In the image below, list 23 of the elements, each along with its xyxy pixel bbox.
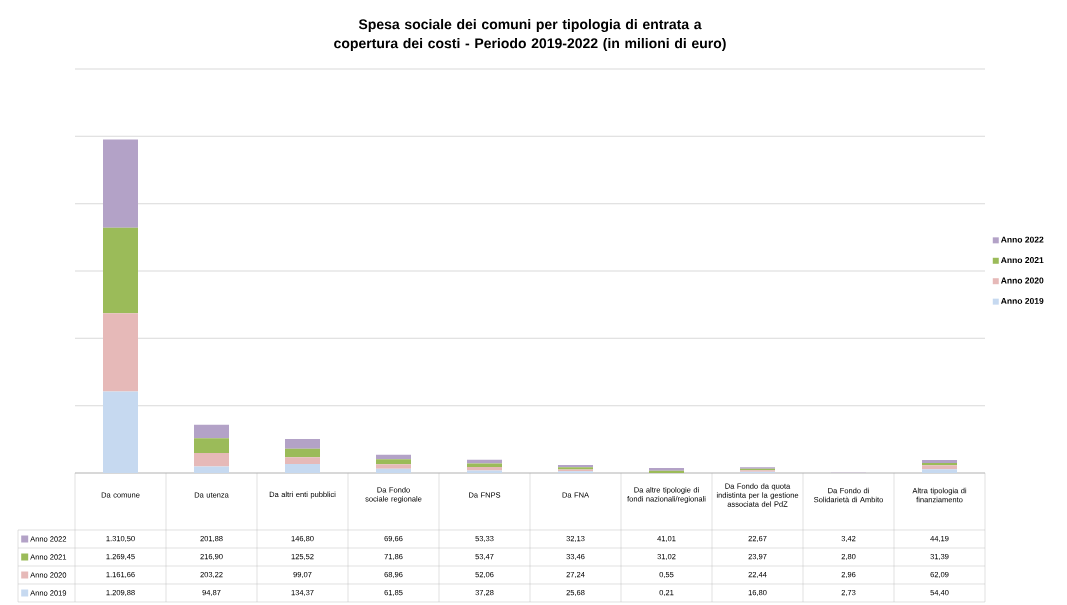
bar	[467, 463, 503, 467]
legend-label: Anno 2021	[1000, 257, 1044, 264]
bar	[194, 466, 230, 473]
bar	[376, 464, 412, 469]
bar	[103, 313, 138, 392]
bar	[376, 459, 412, 465]
bar	[103, 391, 138, 473]
legend-label: Anno 2022	[1000, 236, 1044, 243]
legend-label: Anno 2019	[1000, 297, 1044, 304]
bar	[194, 438, 230, 453]
bar	[922, 465, 958, 470]
bar	[103, 227, 138, 314]
bar	[376, 468, 412, 473]
bar	[194, 424, 230, 439]
bar	[285, 438, 321, 449]
bar	[285, 463, 321, 473]
bar	[285, 457, 321, 464]
legend-label: Anno 2020	[1000, 277, 1044, 284]
chart-title: Spesa sociale dei comuni per tipologia di entrata a copertura dei costi - Periodo 2019-2022 (in milioni di euro)	[334, 18, 726, 52]
bar	[103, 139, 138, 228]
bar	[194, 452, 230, 467]
bar	[285, 448, 321, 458]
bar	[922, 469, 958, 473]
